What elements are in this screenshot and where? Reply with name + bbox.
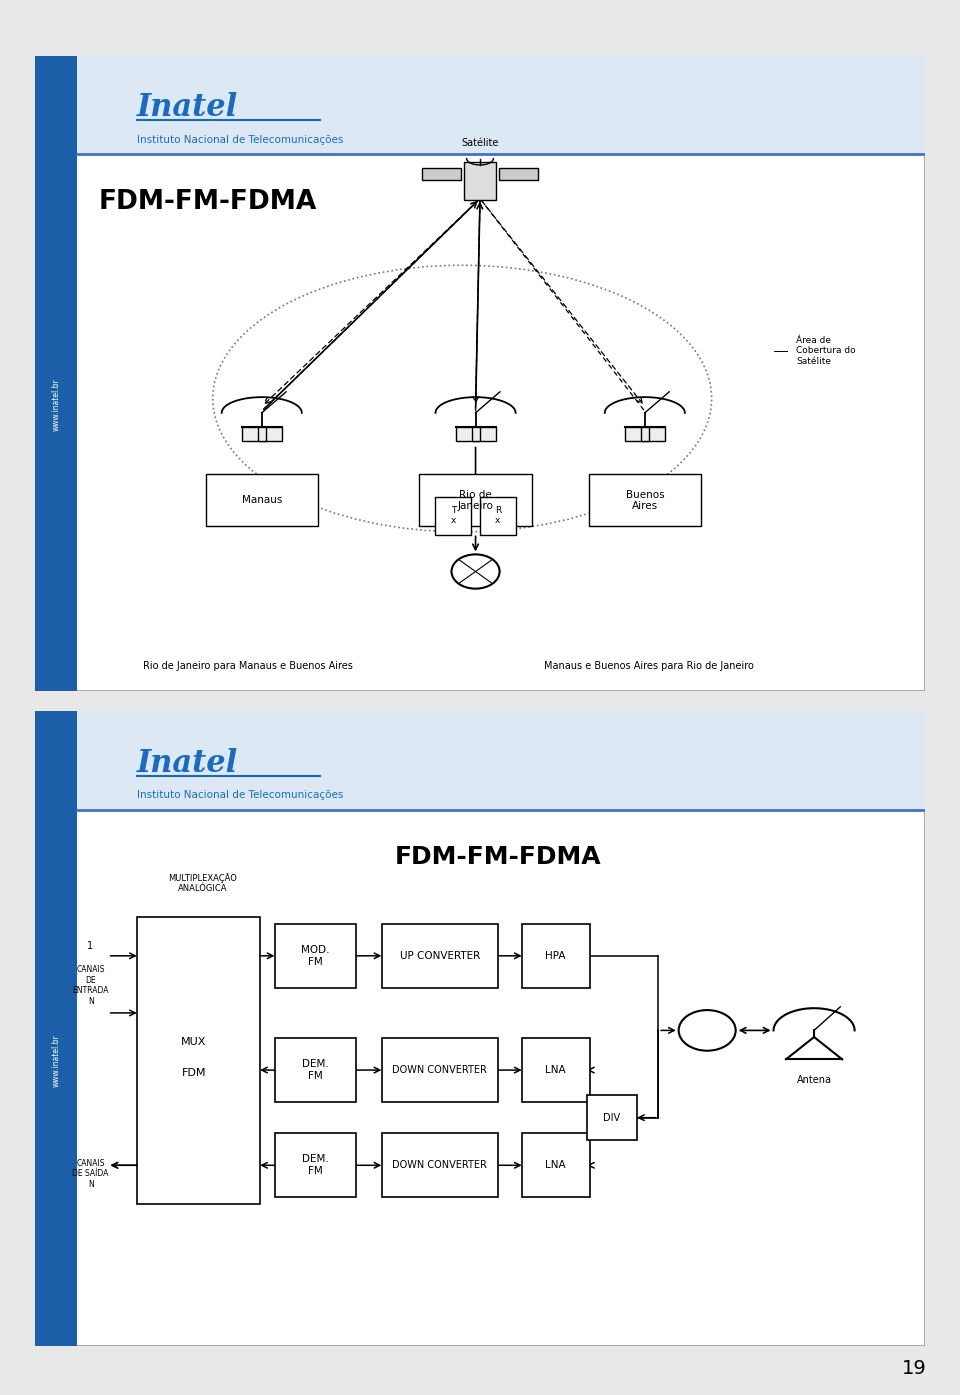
FancyBboxPatch shape <box>381 1038 498 1102</box>
Text: Inatel: Inatel <box>137 748 238 778</box>
Bar <box>78 711 925 810</box>
Text: www.inatel.br: www.inatel.br <box>52 378 60 431</box>
FancyBboxPatch shape <box>522 923 589 988</box>
Text: Manaus e Buenos Aires para Rio de Janeiro: Manaus e Buenos Aires para Rio de Janeir… <box>544 661 755 671</box>
Text: DEM.
FM: DEM. FM <box>301 1155 328 1176</box>
FancyBboxPatch shape <box>381 1133 498 1197</box>
Text: Instituto Nacional de Telecomunicações: Instituto Nacional de Telecomunicações <box>137 790 344 801</box>
FancyBboxPatch shape <box>480 497 516 534</box>
Text: Rio de Janeiro para Manaus e Buenos Aires: Rio de Janeiro para Manaus e Buenos Aire… <box>143 661 353 671</box>
Text: www.inatel.br: www.inatel.br <box>52 1034 60 1087</box>
Text: CANAIS
DE
ENTRADA
N: CANAIS DE ENTRADA N <box>72 965 108 1006</box>
Text: UP CONVERTER: UP CONVERTER <box>399 951 480 961</box>
Bar <box>498 169 538 180</box>
Text: T
x: T x <box>450 506 456 526</box>
Bar <box>471 427 480 441</box>
Text: DOWN CONVERTER: DOWN CONVERTER <box>393 1161 488 1170</box>
Text: R
x: R x <box>494 506 501 526</box>
Text: DEM.
FM: DEM. FM <box>301 1059 328 1081</box>
FancyBboxPatch shape <box>522 1133 589 1197</box>
Text: MULTIPLEXAÇÃO
ANALÓGICA: MULTIPLEXAÇÃO ANALÓGICA <box>169 873 237 893</box>
Text: 1: 1 <box>86 942 93 951</box>
FancyBboxPatch shape <box>275 1038 356 1102</box>
Text: Satélite: Satélite <box>462 138 498 148</box>
Text: DOWN CONVERTER: DOWN CONVERTER <box>393 1064 488 1076</box>
Text: Buenos
Aires: Buenos Aires <box>626 490 664 511</box>
Text: FDM-FM-FDMA: FDM-FM-FDMA <box>395 845 601 869</box>
Bar <box>641 427 649 441</box>
Text: LNA: LNA <box>545 1064 566 1076</box>
Text: CANAIS
DE SAÍDA
N: CANAIS DE SAÍDA N <box>73 1159 108 1189</box>
Bar <box>422 169 462 180</box>
Text: 19: 19 <box>901 1359 926 1378</box>
Text: HPA: HPA <box>545 951 566 961</box>
Bar <box>78 56 925 155</box>
FancyBboxPatch shape <box>35 56 925 691</box>
Text: Área de
Cobertura do
Satélite: Área de Cobertura do Satélite <box>796 336 856 365</box>
FancyBboxPatch shape <box>464 162 496 199</box>
FancyBboxPatch shape <box>420 474 532 526</box>
Text: Inatel: Inatel <box>137 92 238 123</box>
Bar <box>625 427 665 441</box>
FancyBboxPatch shape <box>587 1095 636 1140</box>
FancyBboxPatch shape <box>275 923 356 988</box>
Text: Instituto Nacional de Telecomunicações: Instituto Nacional de Telecomunicações <box>137 134 344 145</box>
FancyBboxPatch shape <box>522 1038 589 1102</box>
FancyBboxPatch shape <box>205 474 318 526</box>
Text: DIV: DIV <box>603 1113 620 1123</box>
Bar <box>35 711 78 1346</box>
FancyBboxPatch shape <box>275 1133 356 1197</box>
FancyBboxPatch shape <box>436 497 471 534</box>
Text: FDM-FM-FDMA: FDM-FM-FDMA <box>99 188 317 215</box>
FancyBboxPatch shape <box>588 474 701 526</box>
Text: FDM: FDM <box>181 1069 206 1078</box>
FancyBboxPatch shape <box>35 711 925 1346</box>
Text: MOD.
FM: MOD. FM <box>300 944 329 967</box>
Bar <box>257 427 266 441</box>
Text: Rio de
Janeiro: Rio de Janeiro <box>458 490 493 511</box>
Text: Antena: Antena <box>797 1076 831 1085</box>
Bar <box>455 427 495 441</box>
Text: Manaus: Manaus <box>242 495 282 505</box>
Text: MUX: MUX <box>181 1036 206 1046</box>
Bar <box>35 56 78 691</box>
Bar <box>242 427 282 441</box>
Text: LNA: LNA <box>545 1161 566 1170</box>
FancyBboxPatch shape <box>381 923 498 988</box>
